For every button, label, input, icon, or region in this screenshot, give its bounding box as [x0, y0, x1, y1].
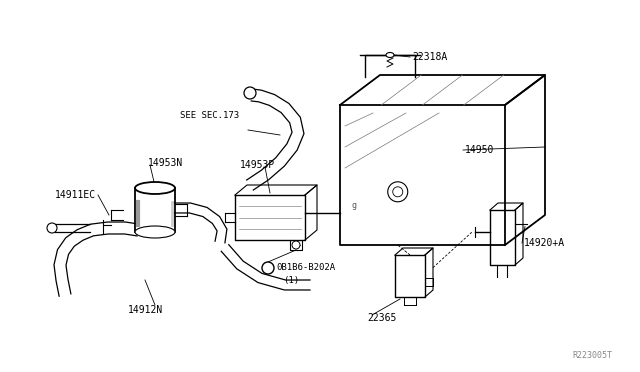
Ellipse shape [135, 182, 175, 194]
Text: SEE SEC.173: SEE SEC.173 [180, 110, 239, 119]
Circle shape [47, 223, 57, 233]
Text: 14953P: 14953P [240, 160, 275, 170]
Text: 14920+A: 14920+A [524, 238, 565, 248]
Text: 14950: 14950 [465, 145, 494, 155]
Text: 22365: 22365 [367, 313, 396, 323]
Text: g: g [352, 201, 357, 210]
Text: 0B1B6-B202A: 0B1B6-B202A [276, 263, 335, 273]
Circle shape [292, 241, 300, 249]
Text: B: B [266, 266, 270, 270]
Ellipse shape [135, 226, 175, 238]
Text: 14911EC: 14911EC [55, 190, 96, 200]
Ellipse shape [386, 52, 394, 58]
Circle shape [262, 262, 274, 274]
Text: R223005T: R223005T [572, 350, 612, 359]
Text: 14953N: 14953N [148, 158, 183, 168]
Circle shape [244, 87, 256, 99]
Text: 22318A: 22318A [412, 52, 447, 62]
Circle shape [388, 182, 408, 202]
Text: (1): (1) [283, 276, 299, 285]
Circle shape [393, 187, 403, 197]
Text: 14912N: 14912N [128, 305, 163, 315]
